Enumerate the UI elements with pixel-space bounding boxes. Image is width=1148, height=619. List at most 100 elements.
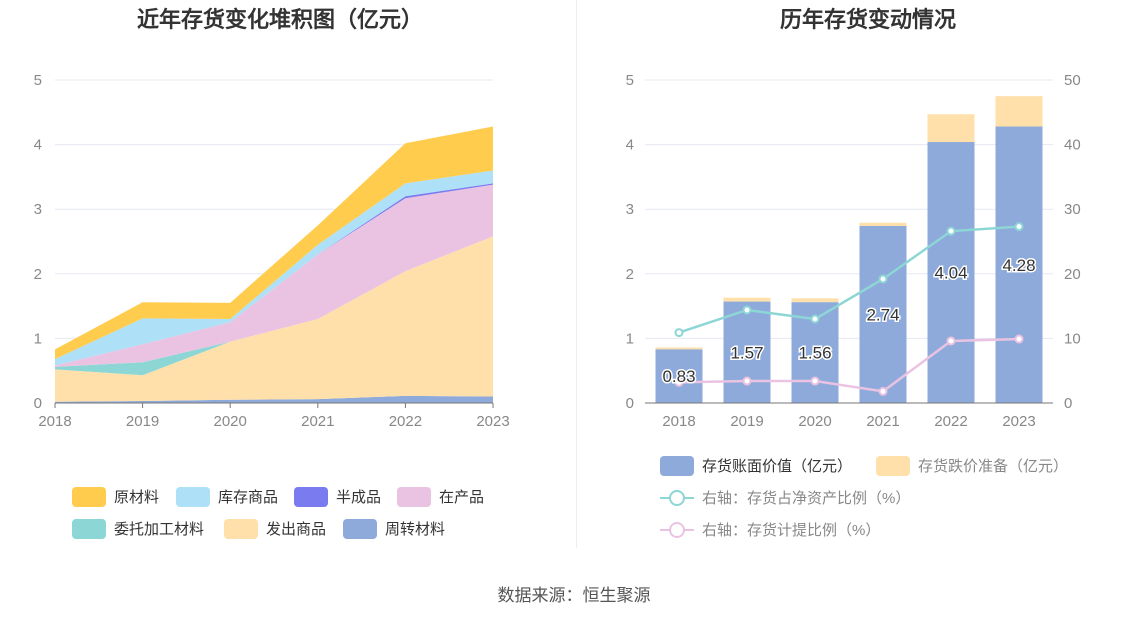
legend-swatch [660, 455, 694, 476]
x-tick-label: 2022 [934, 413, 967, 430]
area-series [55, 236, 493, 402]
bar-value-label: 1.56 [798, 344, 831, 363]
legend-item-stock-goods[interactable]: 库存商品 [176, 486, 278, 507]
line-point [878, 274, 888, 284]
legend-item-turnover-materials[interactable]: 周转材料 [343, 518, 445, 539]
stacked-area-chart: 0 1 2 3 4 5 2018 2019 2020 2021 2022 2023 [34, 72, 510, 430]
y2-tick-label: 10 [1064, 330, 1081, 347]
legend-swatch [397, 486, 431, 507]
y-tick-label: 0 [34, 395, 42, 412]
bar-book-value [723, 301, 771, 403]
legend-label: 原材料 [114, 489, 160, 506]
bar-value-label: 2.74 [866, 305, 899, 324]
data-source: 数据来源：恒生聚源 [497, 586, 651, 605]
y2-tick-label: 40 [1064, 137, 1081, 154]
bar-book-value [995, 126, 1043, 404]
bar-book-value [927, 142, 975, 404]
legend-item-provision-ratio[interactable]: 右轴：存货计提比例（%） [660, 519, 880, 540]
y-tick-label: 3 [34, 201, 42, 218]
legend-item-net-asset-ratio[interactable]: 右轴：存货占净资产比例（%） [660, 487, 910, 508]
y-tick-label: 3 [626, 201, 634, 218]
legend-item-raw-materials[interactable]: 原材料 [72, 486, 159, 507]
line-point [674, 328, 684, 338]
bar-impairment [723, 297, 771, 302]
y-tick-label: 4 [626, 137, 634, 154]
legend-label: 右轴：存货计提比例（%） [702, 522, 881, 539]
y-tick-label: 2 [34, 266, 42, 283]
y-tick-label: 1 [626, 330, 634, 347]
legend-item-shipped-goods[interactable]: 发出商品 [224, 518, 326, 539]
bar-book-value [859, 225, 907, 403]
x-tick-label: 2021 [866, 413, 899, 430]
x-tick-label: 2023 [476, 413, 509, 430]
legend-label: 半成品 [336, 489, 382, 506]
legend-item-impairment[interactable]: 存货跌价准备（亿元） [876, 455, 1068, 476]
y2-tick-label: 0 [1064, 395, 1072, 412]
bar-impairment [927, 114, 975, 143]
bar-value-label: 4.28 [1002, 256, 1035, 275]
line-point [878, 386, 888, 396]
legend-item-wip[interactable]: 在产品 [397, 486, 484, 507]
y-tick-label: 2 [626, 266, 634, 283]
x-tick-label: 2018 [662, 413, 695, 430]
line-point [946, 336, 956, 346]
line-provision-ratio [678, 337, 1020, 393]
x-tick-label: 2020 [798, 413, 831, 430]
legend-swatch [660, 520, 694, 540]
y2-tick-label: 20 [1064, 266, 1081, 283]
y-tick-label: 5 [34, 72, 42, 89]
legend-item-consigned[interactable]: 委托加工材料 [72, 518, 204, 539]
x-tick-label: 2023 [1002, 413, 1035, 430]
legend-label: 库存商品 [218, 489, 279, 506]
line-point [946, 226, 956, 236]
x-tick-label: 2020 [214, 413, 247, 430]
right-chart-title: 历年存货变动情况 [779, 7, 956, 32]
legend-swatch [343, 518, 377, 539]
line-point [742, 305, 752, 315]
line-point [742, 376, 752, 386]
legend-swatch [660, 488, 694, 508]
y2-tick-label: 30 [1064, 201, 1081, 218]
bar-value-label: 4.04 [934, 264, 967, 283]
x-tick-label: 2022 [389, 413, 422, 430]
legend-label: 右轴：存货占净资产比例（%） [702, 490, 911, 507]
legend-swatch [176, 486, 210, 507]
legend-item-book-value[interactable]: 存货账面价值（亿元） [660, 455, 852, 476]
x-tick-label: 2019 [126, 413, 159, 430]
line-point [674, 377, 684, 387]
legend-swatch [294, 486, 328, 507]
bar-value-label: 1.57 [730, 343, 763, 362]
x-tick-label: 2018 [38, 413, 71, 430]
x-tick-label: 2021 [301, 413, 334, 430]
line-point [1014, 222, 1024, 232]
legend-label: 在产品 [439, 489, 485, 506]
line-point [810, 314, 820, 324]
legend-label: 委托加工材料 [114, 521, 205, 538]
legend-swatch [72, 518, 106, 539]
panel-divider [576, 0, 577, 548]
legend-label: 存货跌价准备（亿元） [918, 458, 1069, 475]
y-tick-label: 5 [626, 72, 634, 89]
legend-swatch [876, 455, 910, 476]
bar-impairment [791, 298, 839, 303]
legend-label: 周转材料 [385, 521, 446, 538]
area-series [55, 395, 493, 403]
area-series [55, 184, 493, 367]
legend-item-semi-finished[interactable]: 半成品 [294, 486, 381, 507]
bar-impairment [859, 222, 907, 226]
legend-swatch [224, 518, 258, 539]
y-tick-label: 4 [34, 137, 42, 154]
y-tick-label: 0 [626, 395, 634, 412]
legend-label: 存货账面价值（亿元） [702, 458, 853, 475]
left-chart-title: 近年存货变化堆积图（亿元） [136, 7, 423, 32]
y2-tick-label: 50 [1064, 72, 1081, 89]
bar-value-label: 0.83 [662, 367, 695, 386]
bar-impairment [995, 96, 1043, 127]
area-series [55, 170, 493, 366]
x-tick-label: 2019 [730, 413, 763, 430]
line-point [1014, 334, 1024, 344]
bar-impairment [655, 347, 703, 350]
legend-label: 发出商品 [266, 521, 327, 538]
legend-swatch [72, 486, 106, 507]
